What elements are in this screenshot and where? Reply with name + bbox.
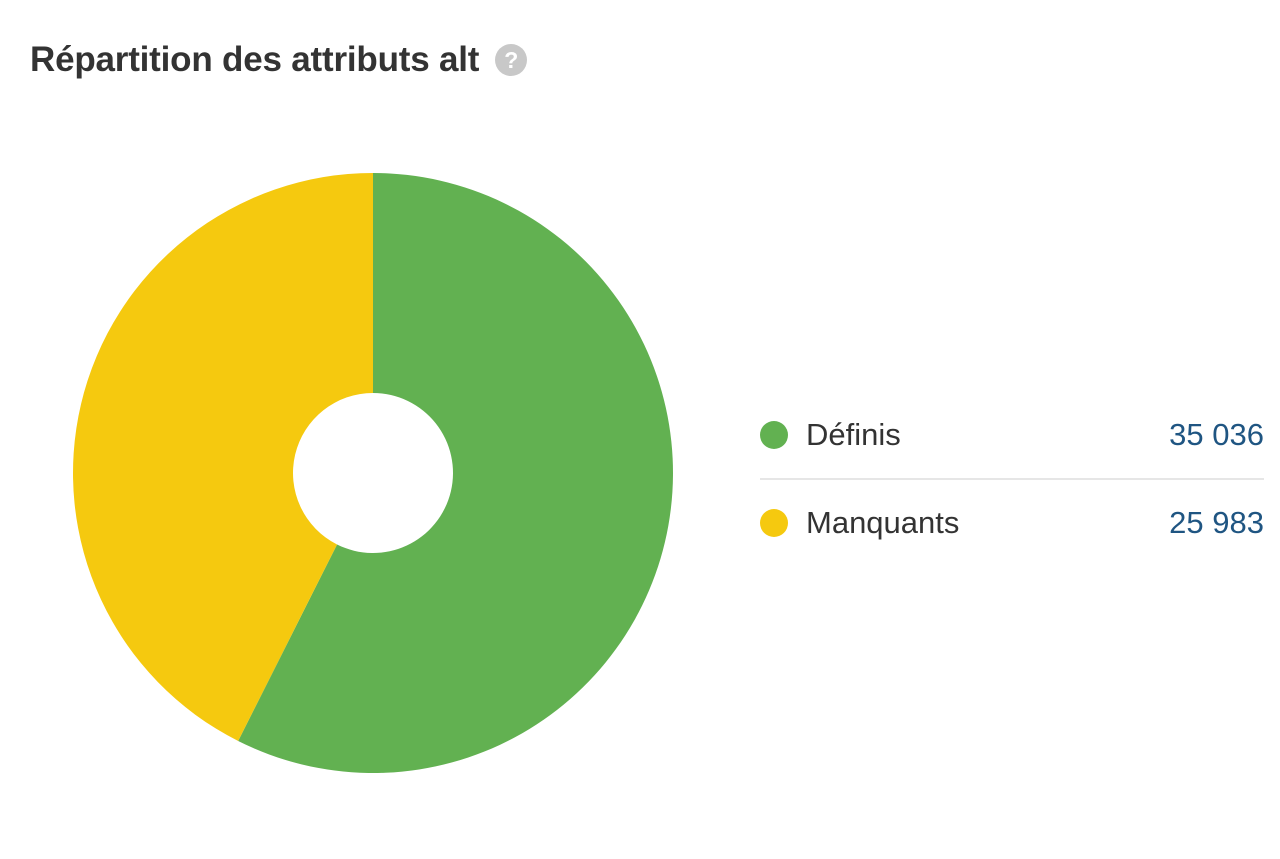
- donut-chart: [72, 173, 673, 773]
- question-circle-icon[interactable]: ?: [495, 44, 528, 76]
- legend-label-definis: Définis: [806, 417, 901, 452]
- legend-item-manquants[interactable]: Manquants 25 983: [760, 480, 1264, 566]
- legend-dot-manquants: [760, 509, 788, 537]
- legend-dot-definis: [760, 421, 788, 449]
- donut-slices: [72, 173, 673, 773]
- slice-definis[interactable]: [238, 173, 673, 773]
- chart-title: Répartition des attributs alt: [30, 40, 480, 79]
- slice-manquants[interactable]: [72, 173, 374, 741]
- legend-item-definis[interactable]: Définis 35 036: [760, 392, 1264, 480]
- legend-label-manquants: Manquants: [806, 505, 960, 540]
- legend-value-definis: 35 036: [1169, 417, 1264, 452]
- legend-value-manquants: 25 983: [1169, 505, 1264, 540]
- chart-header: Répartition des attributs alt ?: [30, 38, 528, 82]
- chart-legend: Définis 35 036 Manquants 25 983: [760, 392, 1264, 566]
